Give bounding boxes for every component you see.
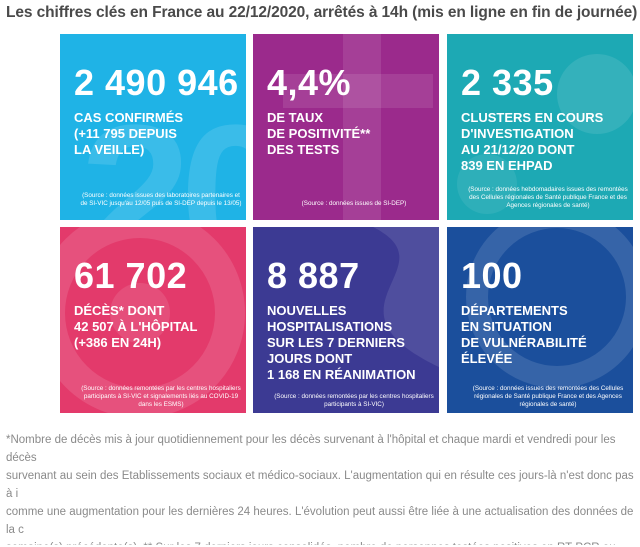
clusters-source: (Source : données hebdomadaires issues d… [468,186,628,209]
tile-confirmed-cases: 2 0 2 490 946 CAS CONFIRMÉS (+11 795 DEP… [60,34,246,220]
confirmed-cases-source: (Source : données issues des laboratoire… [80,192,242,207]
background-digits-decoration: 2 0 [80,84,246,220]
positivity-rate-source: (Source : données issues de SI-DEP) [301,200,407,207]
target-decoration [60,227,245,413]
departments-source: (Source : données issues des remontées d… [472,385,624,408]
deaths-source: (Source : données remontées par les cent… [81,385,241,408]
tile-vulnerable-departments: 100 DÉPARTEMENTS EN SITUATION DE VULNÉRA… [447,227,633,413]
hospitalisations-description: NOUVELLES HOSPITALISATIONS SUR LES 7 DER… [267,303,416,382]
clusters-description: CLUSTERS EN COURS D'INVESTIGATION AU 21/… [461,110,604,173]
clusters-value: 2 335 [461,62,554,103]
speech-bubble-decoration [466,227,633,388]
hospitalisations-source: (Source : données remontées par les cent… [274,393,434,408]
departments-description: DÉPARTEMENTS EN SITUATION DE VULNÉRABILI… [461,303,587,366]
positivity-rate-value: 4,4% [267,62,352,103]
deaths-value: 61 702 [74,255,188,296]
plus-sign-decoration [283,34,433,220]
deaths-description: DÉCÈS* DONT 42 507 À L'HÔPITAL (+386 EN … [74,303,198,350]
svg-text:0: 0 [180,84,246,220]
confirmed-cases-value: 2 490 946 [74,62,239,103]
dots-decoration [457,54,633,214]
svg-text:2: 2 [80,84,191,220]
tile-clusters: 2 335 CLUSTERS EN COURS D'INVESTIGATION … [447,34,633,220]
footnote: *Nombre de décès mis à jour quotidiennem… [6,434,634,545]
positivity-rate-description: DE TAUX DE POSITIVITÉ** DES TESTS [267,110,371,157]
tile-hospitalisations: 8 887 NOUVELLES HOSPITALISATIONS SUR LES… [253,227,439,413]
page-title: Les chiffres clés en France au 22/12/202… [6,4,638,21]
hospitalisations-value: 8 887 [267,255,360,296]
confirmed-cases-description: CAS CONFIRMÉS (+11 795 DEPUIS LA VEILLE) [74,110,184,157]
wave-decoration [373,227,439,367]
tile-deaths: 61 702 DÉCÈS* DONT 42 507 À L'HÔPITAL (+… [60,227,246,413]
departments-value: 100 [461,255,523,296]
tile-positivity-rate: 4,4% DE TAUX DE POSITIVITÉ** DES TESTS (… [253,34,439,220]
